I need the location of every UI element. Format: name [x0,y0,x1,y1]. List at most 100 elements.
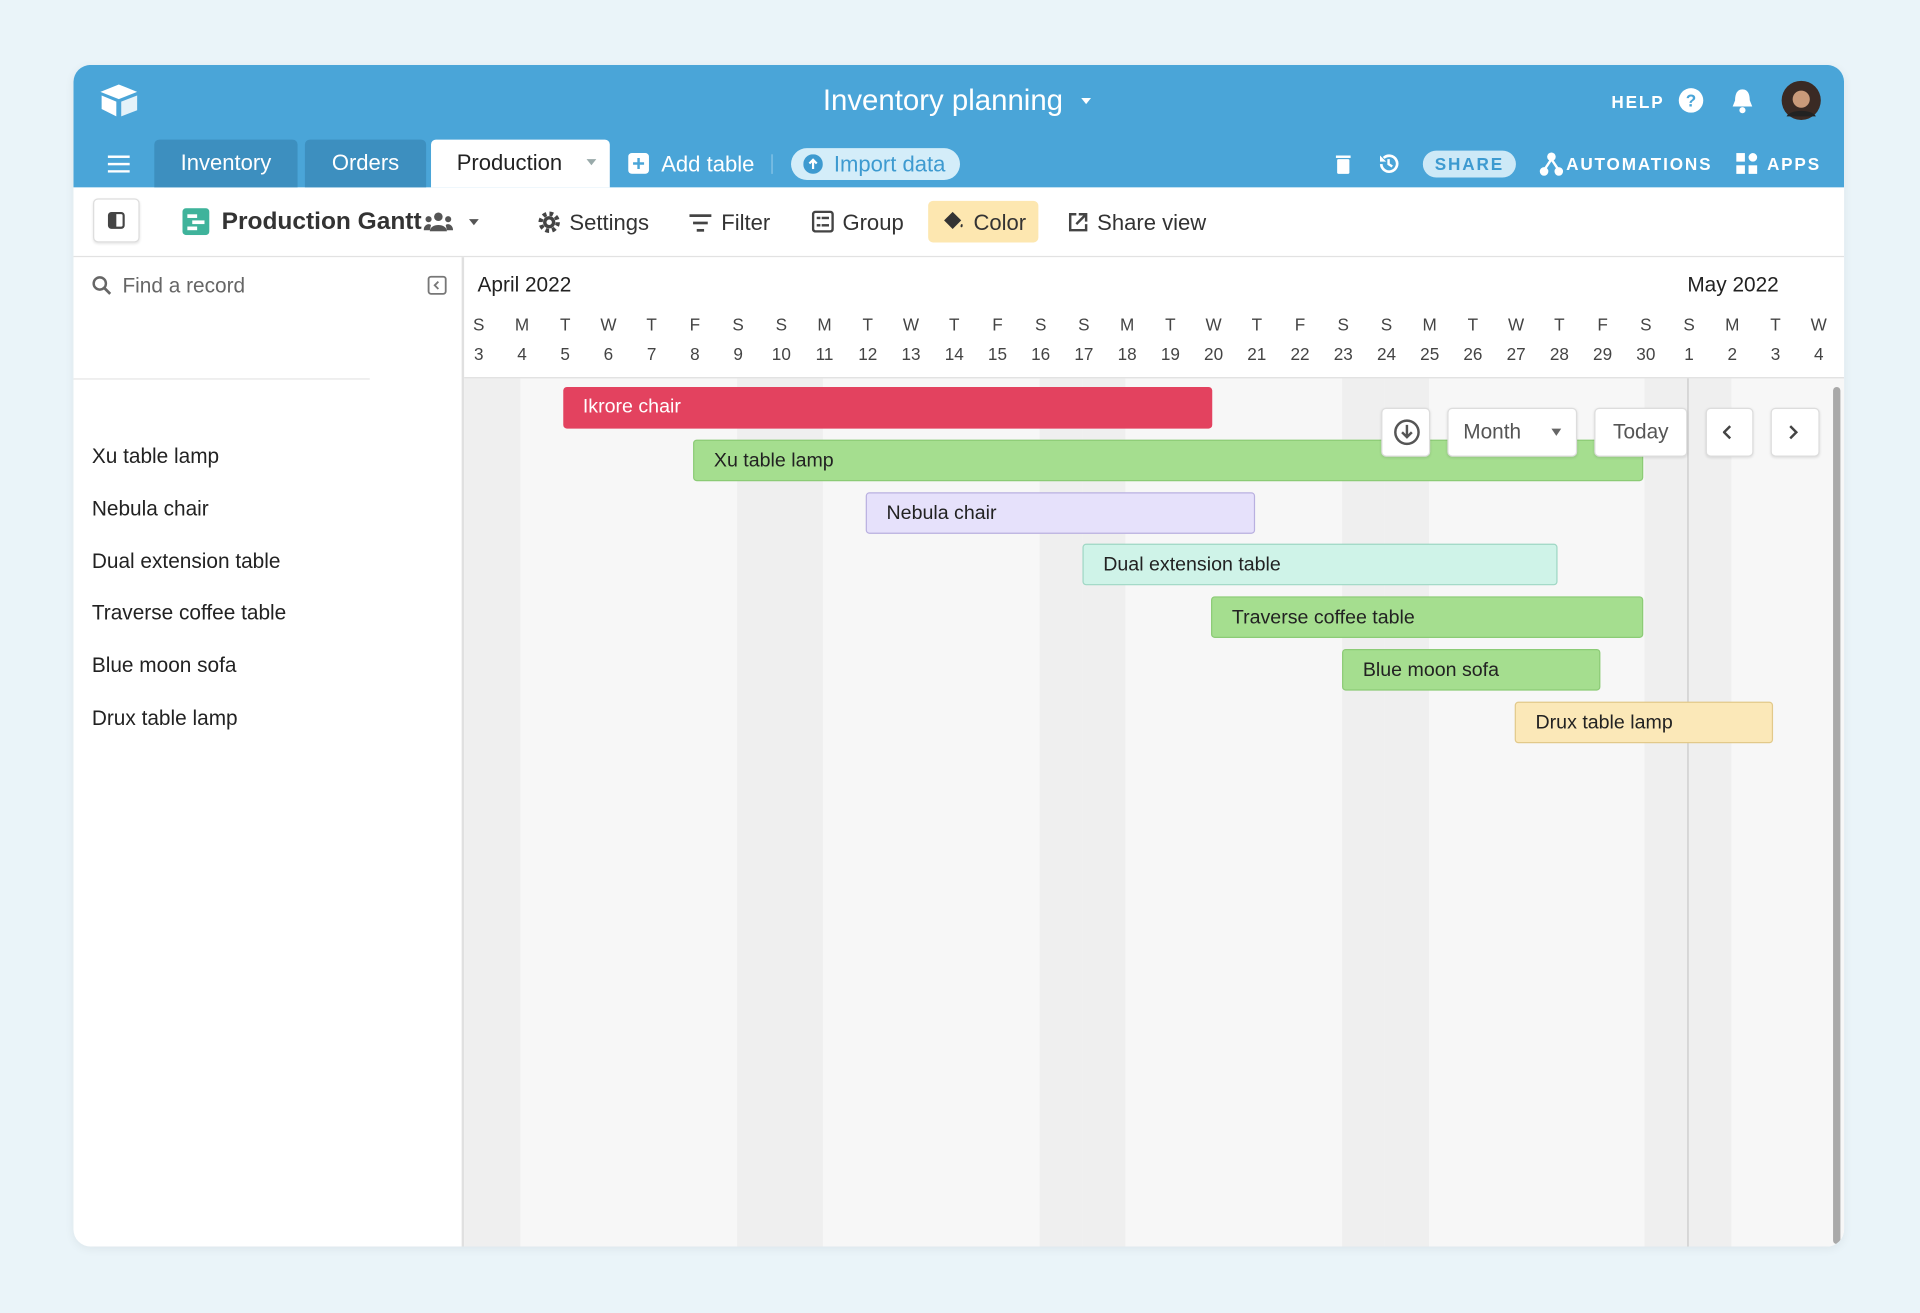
collapse-icon[interactable] [427,275,447,296]
help-icon[interactable]: ? [1678,87,1705,114]
day-letter: M [514,314,530,335]
settings[interactable]: Settings [569,210,650,236]
day-letter: S [1640,314,1652,335]
share-button[interactable]: SHARE [1422,150,1516,178]
day-number: 12 [858,344,878,364]
gantt-bar[interactable]: Nebula chair [865,491,1256,534]
trash-icon[interactable] [1335,153,1352,175]
record-name[interactable]: Blue moon sofa [91,654,237,678]
weekend-column [1644,378,1688,1247]
gantt-bar[interactable]: Ikrore chair [563,386,1213,429]
day-letter: T [559,314,571,335]
filter[interactable]: Filter [721,210,771,236]
record-name[interactable]: Traverse coffee table [91,601,287,625]
header-border [464,377,1845,379]
weekend-column [1687,378,1732,1247]
automations[interactable]: AUTOMATIONS [1566,154,1713,174]
record-name[interactable]: Drux table lamp [91,706,238,730]
day-letter: T [1251,314,1263,335]
panel-border [461,257,465,1247]
avatar[interactable] [1780,80,1822,122]
settings-icon[interactable] [536,209,562,235]
help-link[interactable]: HELP [1611,91,1665,112]
today-line [1687,378,1689,1247]
day-letter: M [1725,314,1740,335]
gantt-bar[interactable]: Drux table lamp [1514,701,1774,744]
download-icon[interactable] [1393,419,1420,446]
group[interactable]: Group [842,210,904,236]
title-caret[interactable] [1080,97,1092,107]
day-letter: M [817,314,832,335]
record-name[interactable]: Nebula chair [91,496,209,521]
day-number: 30 [1636,344,1656,364]
base-title[interactable]: Inventory planning [822,84,1064,118]
group-icon[interactable] [811,210,834,233]
next-button[interactable] [1770,407,1820,457]
record-name[interactable]: Xu table lamp [91,444,220,468]
day-number: 2 [1727,344,1738,364]
share-view[interactable]: Share view [1097,210,1207,236]
apps[interactable]: APPS [1766,154,1821,174]
scrollbar[interactable] [1833,386,1841,1245]
today-button[interactable]: Today [1594,407,1688,457]
day-letter: W [1508,314,1525,335]
day-number: 18 [1117,344,1137,364]
day-letter: W [1810,314,1827,335]
shared-icon [423,212,454,232]
tab[interactable]: Orders [304,139,427,188]
day-number: 19 [1160,344,1180,364]
import-icon[interactable] [803,154,823,174]
filter-icon[interactable] [689,213,712,233]
import-data[interactable]: Import data [833,151,946,177]
day-number: 27 [1506,344,1526,364]
notifications[interactable] [1730,87,1754,114]
day-number: 9 [733,344,743,364]
weekend-column [736,378,781,1247]
day-letter: W [600,314,617,335]
record-name[interactable]: Dual extension table [91,549,281,573]
add-table[interactable]: Add table [661,151,755,177]
download-button[interactable] [1381,407,1431,457]
prev-button[interactable] [1705,407,1754,457]
day-letter: F [1294,314,1306,335]
day-letter: M [1119,314,1135,335]
automations-icon[interactable] [1539,152,1564,176]
tab-active[interactable]: Production [431,139,610,188]
chevron[interactable] [1789,425,1799,440]
svg-text:?: ? [1686,91,1696,111]
day-letter: S [1380,314,1393,335]
gantt-bar[interactable]: Traverse coffee table [1211,596,1644,639]
view-name[interactable]: Production Gantt [221,208,422,236]
gantt-bar[interactable]: Blue moon sofa [1342,648,1601,691]
menu-icon[interactable] [107,155,130,173]
search-input[interactable]: Find a record [122,274,246,298]
chevron[interactable] [1722,425,1733,440]
apps-icon[interactable] [1735,152,1759,176]
tab[interactable]: Inventory [154,139,298,188]
range-caret[interactable] [1551,428,1562,436]
tab-caret[interactable] [585,158,597,168]
day-letter: S [473,314,485,335]
color-icon[interactable] [940,209,966,233]
day-letter: T [1467,314,1479,335]
gantt-icon[interactable] [182,208,210,236]
gantt-bar[interactable]: Dual extension table [1082,544,1558,586]
day-number: 28 [1549,344,1569,364]
add-icon[interactable] [628,153,649,174]
view-caret[interactable] [468,218,480,228]
day-number: 21 [1247,344,1267,364]
day-number: 4 [1813,344,1824,364]
share-view-icon[interactable] [1068,212,1089,233]
day-number: 8 [690,344,700,364]
color[interactable]: Color [973,210,1027,236]
day-number: 24 [1376,344,1397,364]
day-letter: M [1422,314,1437,335]
sidebar-toggle[interactable] [93,198,140,243]
logo[interactable] [98,82,140,119]
day-letter: T [646,314,657,335]
day-letter: S [775,314,788,335]
history-icon[interactable] [1376,152,1400,176]
separator [771,154,773,174]
day-number: 17 [1074,344,1094,364]
